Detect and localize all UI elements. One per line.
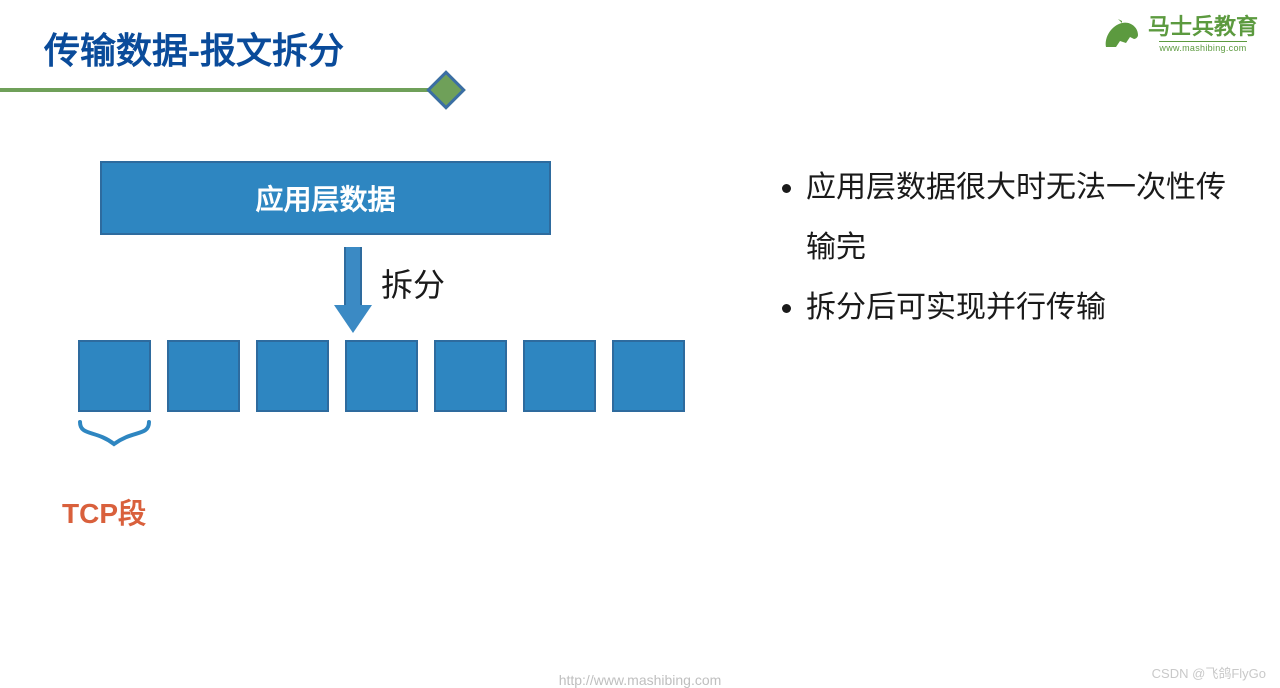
split-arrow xyxy=(334,247,372,335)
segment xyxy=(523,340,596,412)
bullet-item: 拆分后可实现并行传输 xyxy=(806,278,1236,338)
title-diamond xyxy=(426,70,466,110)
segment xyxy=(78,340,151,412)
brand-logo: 马士兵教育 www.mashibing.com xyxy=(1100,16,1258,53)
segment xyxy=(167,340,240,412)
slide-title: 传输数据-报文拆分 xyxy=(44,22,344,74)
logo-text: 马士兵教育 xyxy=(1148,16,1258,38)
horse-icon xyxy=(1100,17,1142,53)
segment xyxy=(612,340,685,412)
arrow-head-icon xyxy=(334,305,372,333)
bullet-item: 应用层数据很大时无法一次性传输完 xyxy=(806,158,1236,278)
segment-row xyxy=(78,340,685,412)
footer-url: http://www.mashibing.com xyxy=(559,672,722,688)
csdn-watermark: CSDN @飞鸽FlyGo xyxy=(1152,663,1266,682)
tcp-segment-label: TCP段 xyxy=(62,492,146,532)
brace-icon xyxy=(78,418,151,458)
title-underline xyxy=(0,88,440,92)
logo-subtext: www.mashibing.com xyxy=(1159,41,1246,53)
split-label: 拆分 xyxy=(381,260,445,306)
bullet-list: 应用层数据很大时无法一次性传输完拆分后可实现并行传输 xyxy=(776,158,1236,338)
segment xyxy=(256,340,329,412)
app-layer-box: 应用层数据 xyxy=(100,161,551,235)
segment xyxy=(345,340,418,412)
segment xyxy=(434,340,507,412)
arrow-shaft xyxy=(344,247,362,305)
app-layer-label: 应用层数据 xyxy=(255,178,395,218)
